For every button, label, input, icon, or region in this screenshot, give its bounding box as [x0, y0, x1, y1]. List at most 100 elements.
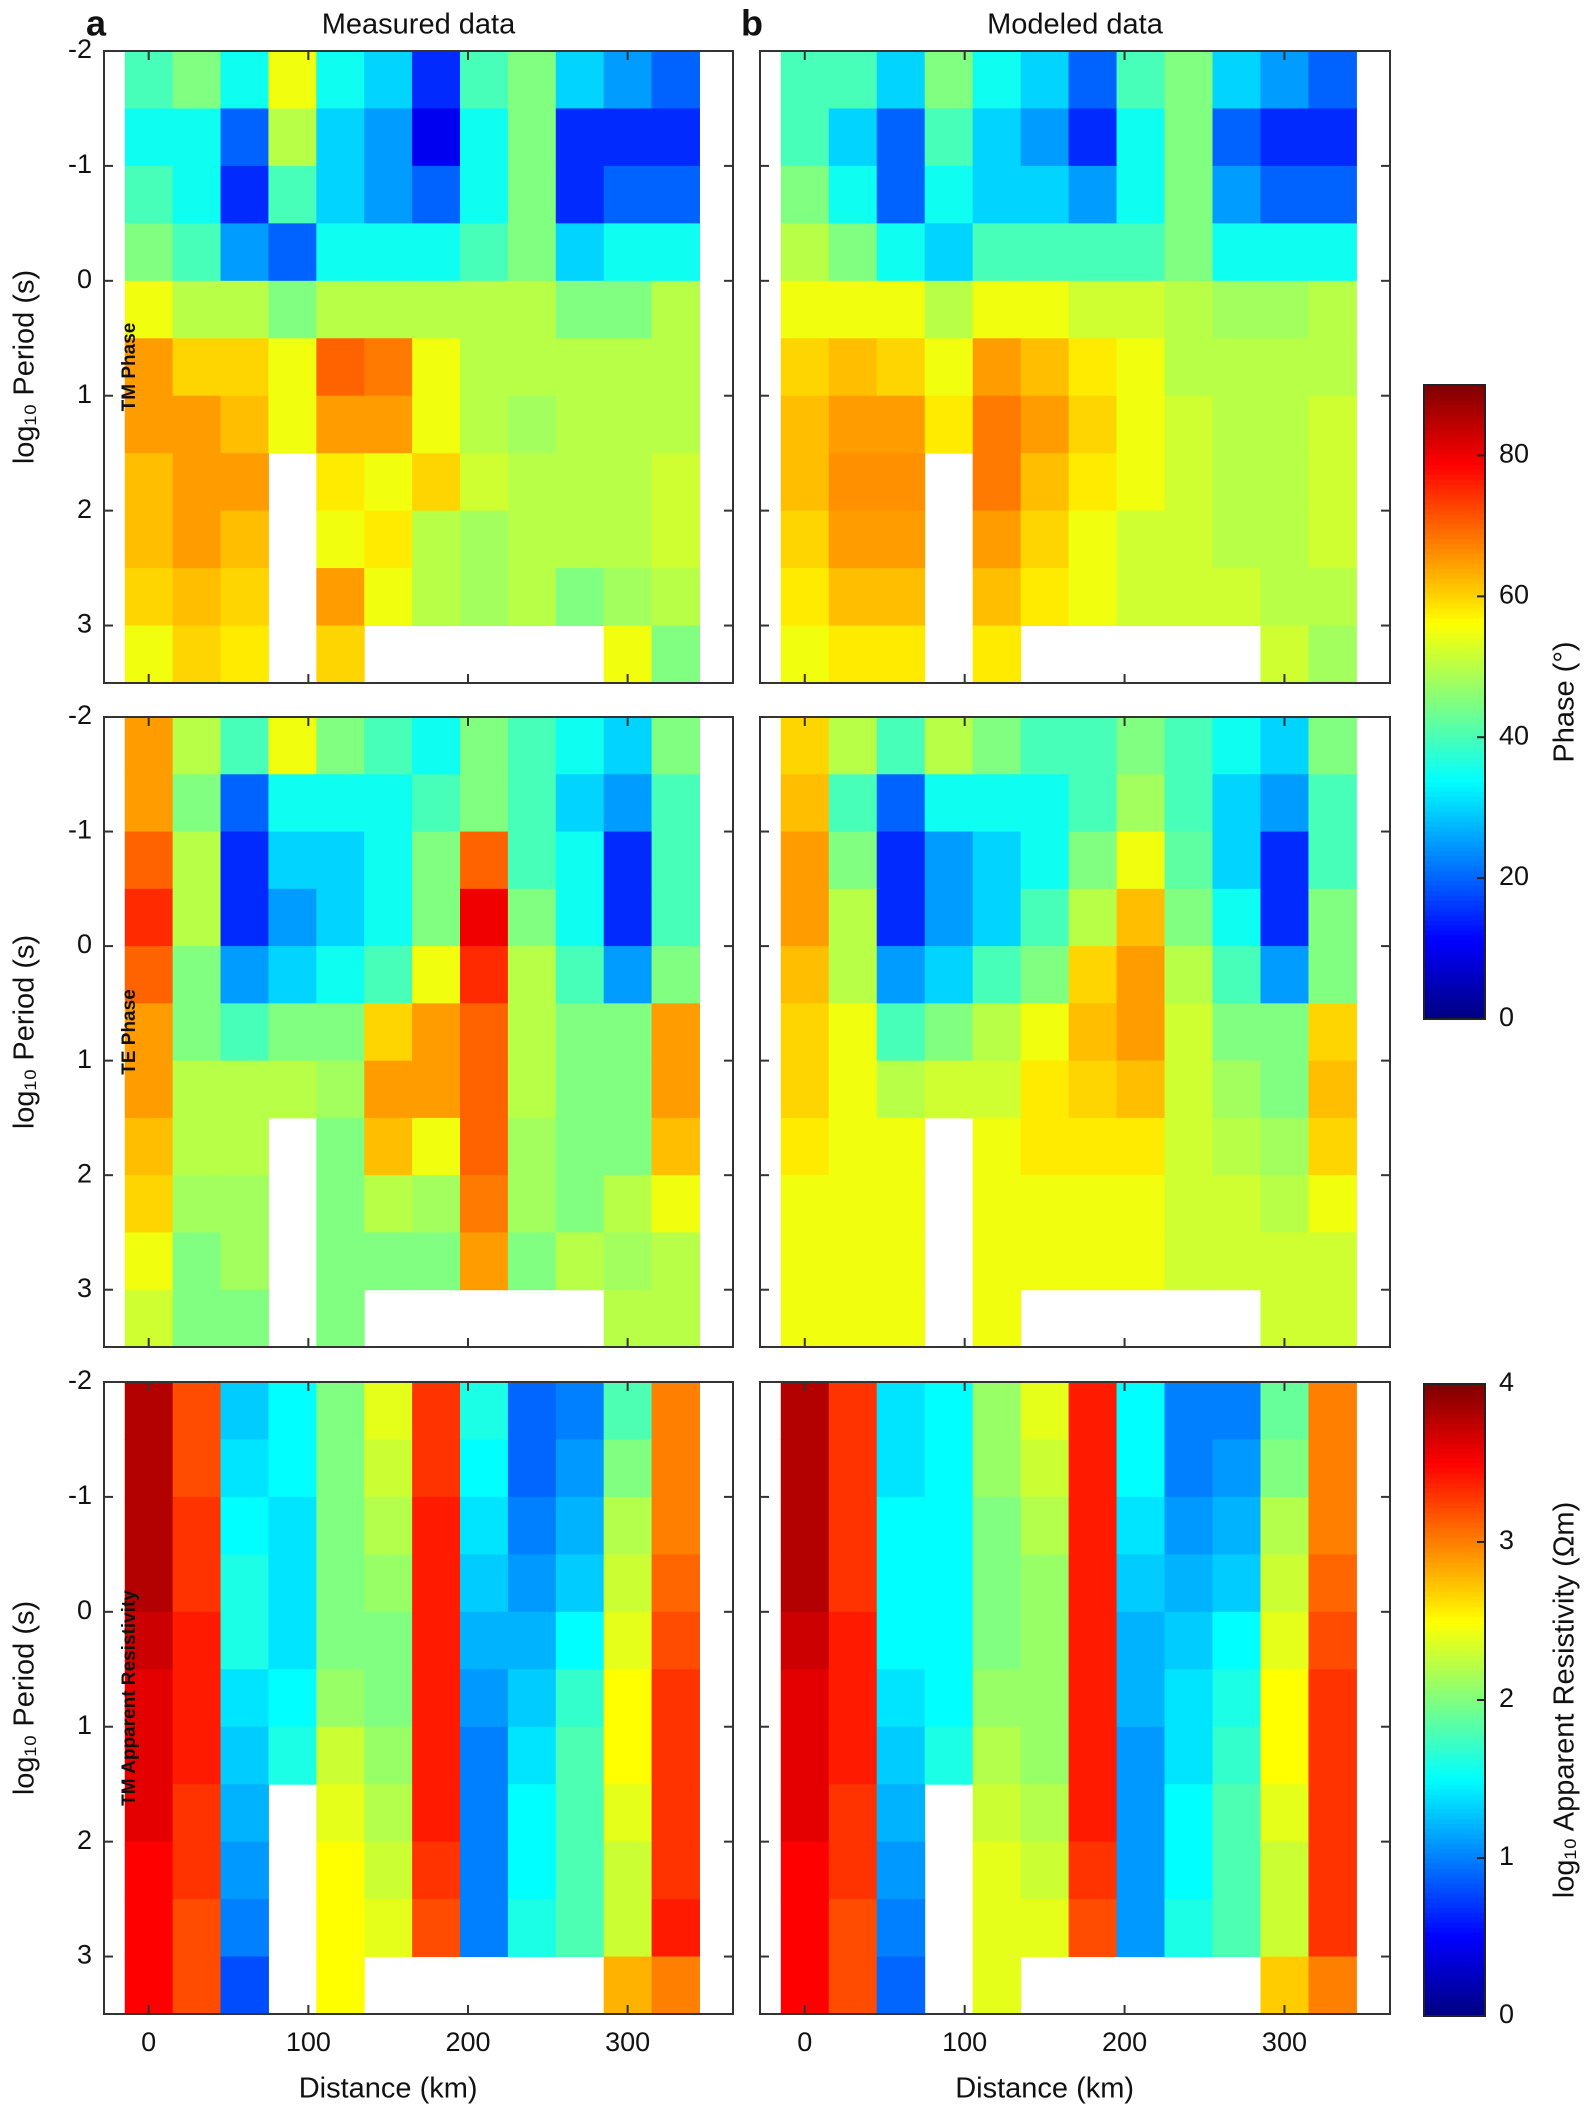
colorbar-swatch	[1424, 1453, 1485, 1459]
cell	[316, 1003, 365, 1062]
cell	[364, 1611, 413, 1670]
colorbar-swatch	[1424, 479, 1485, 485]
cell	[1068, 1232, 1118, 1291]
cell	[507, 888, 557, 947]
cell	[1116, 1060, 1166, 1119]
colorbar-label: Phase (°)	[1549, 641, 1581, 762]
colorbar-swatch	[1424, 1769, 1485, 1775]
cell	[876, 338, 926, 397]
cell	[412, 165, 461, 224]
cell	[603, 831, 653, 890]
cell	[220, 1841, 269, 1900]
cell	[1260, 1117, 1309, 1176]
cell	[412, 1175, 461, 1233]
cell	[172, 1382, 222, 1440]
cell	[460, 510, 509, 569]
colorbar-swatch	[1424, 1591, 1485, 1597]
cell	[220, 568, 269, 627]
cell	[172, 1611, 222, 1670]
colorbar-swatch	[1424, 1645, 1485, 1652]
cell	[1116, 395, 1166, 454]
cell	[316, 717, 365, 775]
colorbar-swatch	[1424, 632, 1485, 639]
cell	[268, 946, 317, 1004]
colorbar-swatch	[1424, 1927, 1485, 1933]
cell	[268, 395, 317, 454]
cell	[507, 223, 557, 282]
cell	[1068, 1117, 1118, 1176]
cell	[828, 1726, 878, 1785]
cell	[1164, 1784, 1214, 1843]
cell	[1020, 280, 1070, 339]
colorbar-swatch	[1424, 910, 1485, 916]
cell	[603, 1289, 653, 1347]
cell	[220, 510, 269, 569]
colorbar-tick-label: 80	[1499, 439, 1529, 469]
colorbar-swatch	[1424, 1882, 1485, 1889]
colorbar-swatch	[1424, 424, 1485, 431]
cell	[828, 1060, 878, 1119]
cell	[1116, 1117, 1166, 1176]
colorbar-swatch	[1424, 989, 1485, 995]
cell	[1020, 1669, 1070, 1728]
cell	[124, 1496, 174, 1555]
cell	[603, 1611, 653, 1670]
cell	[555, 1439, 605, 1498]
colorbar-tick-label: 3	[1499, 1525, 1514, 1555]
colorbar-swatch	[1424, 1922, 1485, 1928]
cell	[651, 1382, 700, 1440]
cell	[1116, 1611, 1166, 1670]
cell	[651, 1841, 700, 1900]
cell	[1260, 625, 1309, 683]
cell	[412, 1899, 461, 1958]
cell	[1068, 1496, 1118, 1555]
cell	[828, 774, 878, 833]
cell	[220, 1175, 269, 1233]
cell	[924, 108, 974, 167]
colorbar-swatch	[1424, 518, 1485, 525]
cell	[972, 1439, 1022, 1498]
cell	[1212, 1726, 1261, 1785]
colorbar-swatch	[1424, 409, 1485, 416]
cell	[460, 1060, 509, 1119]
colorbar-tick-label: 4	[1499, 1367, 1514, 1397]
cell	[603, 1554, 653, 1613]
cell	[876, 1669, 926, 1728]
colorbar-swatch	[1424, 855, 1485, 862]
cell	[1212, 1899, 1261, 1958]
cell	[316, 831, 365, 890]
cell	[555, 1841, 605, 1900]
cell	[1116, 888, 1166, 947]
cell	[651, 1726, 700, 1785]
cell	[412, 1232, 461, 1291]
cell	[1164, 453, 1214, 512]
cell	[1164, 338, 1214, 397]
cell	[268, 1060, 317, 1119]
colorbar-swatch	[1424, 1976, 1485, 1983]
cell	[364, 1669, 413, 1728]
panel-label: a	[86, 3, 107, 44]
colorbar-swatch	[1424, 2006, 1485, 2012]
colorbar-swatch	[1424, 682, 1485, 688]
cell	[316, 1382, 365, 1440]
cell	[972, 568, 1022, 627]
colorbar-swatch	[1424, 469, 1485, 475]
colorbar-swatch	[1424, 885, 1485, 891]
cell	[603, 1117, 653, 1176]
colorbar-swatch	[1424, 498, 1485, 505]
cell	[1308, 1289, 1357, 1347]
cell	[124, 395, 174, 454]
cell	[316, 888, 365, 947]
cell	[220, 946, 269, 1004]
cell	[1116, 280, 1166, 339]
cell	[780, 338, 830, 397]
cell	[780, 1003, 830, 1062]
cell	[924, 946, 974, 1004]
colorbar-swatch	[1424, 974, 1485, 980]
cells	[124, 717, 700, 1347]
cell	[651, 223, 700, 282]
cell	[1068, 453, 1118, 512]
cell	[1212, 1611, 1261, 1670]
cell	[1164, 51, 1214, 109]
colorbar-swatch	[1424, 1576, 1485, 1583]
